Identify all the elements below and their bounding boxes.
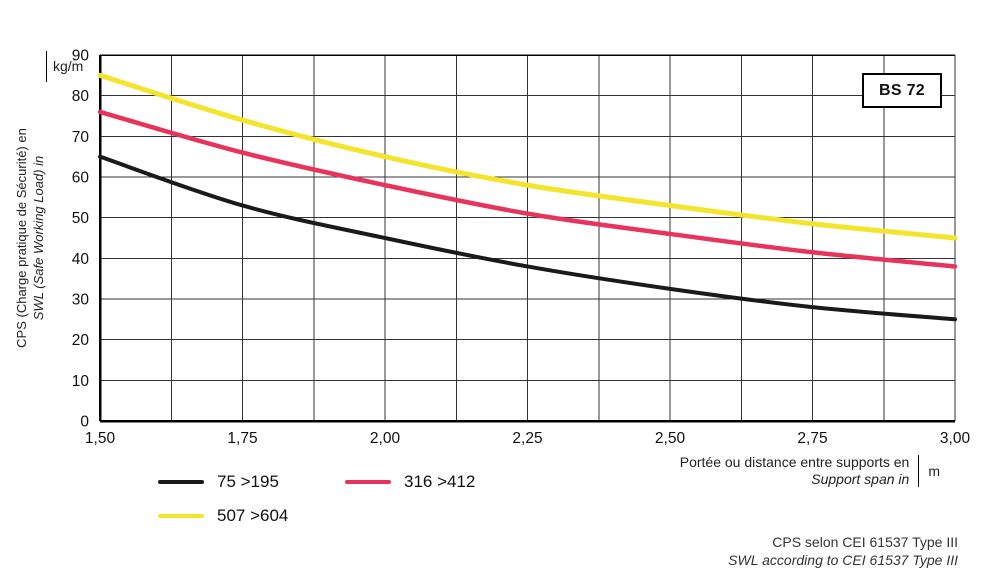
legend-item-507-604: 507 >604 <box>158 506 345 526</box>
footer-note-en: SWL according to CEI 61537 Type III <box>728 552 958 569</box>
footer-note-fr: CPS selon CEI 61537 Type III <box>772 534 958 550</box>
y-axis-title: CPS (Charge pratique de Sécurité) en SWL… <box>14 128 48 348</box>
y-tick-label: 10 <box>72 373 90 390</box>
y-tick-label: 0 <box>80 414 89 431</box>
y-axis-unit: kg/m <box>53 58 84 74</box>
legend-swatch <box>158 480 204 484</box>
x-axis-title-lines: Portée ou distance entre supports en Sup… <box>680 454 910 487</box>
x-axis-unit: m <box>928 462 940 479</box>
legend-swatch <box>345 480 391 484</box>
x-tick-label: 2,50 <box>655 430 686 447</box>
y-axis-title-fr: CPS (Charge pratique de Sécurité) en <box>14 128 30 348</box>
legend-item-316-412: 316 >412 <box>345 472 532 492</box>
tick-labels: 0 10 20 30 40 50 60 70 80 90 1,50 1,75 2,00 2,25 2,50 2… <box>72 48 971 448</box>
legend-swatch <box>158 514 204 518</box>
y-tick-label: 70 <box>72 129 90 146</box>
x-tick-label: 1,50 <box>85 430 116 447</box>
gridlines <box>99 54 956 422</box>
x-axis-title-fr: Portée ou distance entre supports en <box>679 454 910 470</box>
x-tick-label: 2,25 <box>512 430 542 447</box>
x-tick-label: 2,75 <box>797 430 827 447</box>
y-tick-label: 90 <box>72 48 90 65</box>
y-tick-label: 40 <box>72 251 90 268</box>
series-line-507-604 <box>97 72 958 241</box>
y-tick-label: 50 <box>72 210 90 227</box>
x-tick-label: 3,00 <box>940 430 971 447</box>
y-tick-label: 60 <box>72 170 90 187</box>
y-tick-label: 30 <box>72 292 90 309</box>
y-tick-label: 80 <box>72 88 90 105</box>
x-tick-label: 2,00 <box>370 430 401 447</box>
y-axis-title-en: SWL (Safe Working Load) in <box>31 155 46 321</box>
axes <box>98 54 955 423</box>
legend-item-75-195: 75 >195 <box>158 472 345 492</box>
x-axis-title-en: Support span in <box>811 470 910 487</box>
series-line-316-412 <box>97 109 958 269</box>
legend-label: 316 >412 <box>404 472 476 491</box>
y-axis-unit-divider <box>46 51 47 82</box>
x-axis-unit-divider <box>918 454 920 487</box>
series-line-75-195 <box>98 154 957 322</box>
x-tick-label: 1,75 <box>227 430 257 447</box>
footer-note: CPS selon CEI 61537 Type III SWL accordi… <box>728 533 958 570</box>
legend-label: 507 >604 <box>217 506 289 525</box>
x-axis-title: Portée ou distance entre supports en Sup… <box>680 454 940 487</box>
standard-badge: BS 72 <box>862 73 942 108</box>
legend-label: 75 >195 <box>217 472 279 491</box>
chart-legend: 75 >195 316 >412 507 >604 <box>158 472 532 526</box>
y-tick-label: 20 <box>72 332 90 349</box>
